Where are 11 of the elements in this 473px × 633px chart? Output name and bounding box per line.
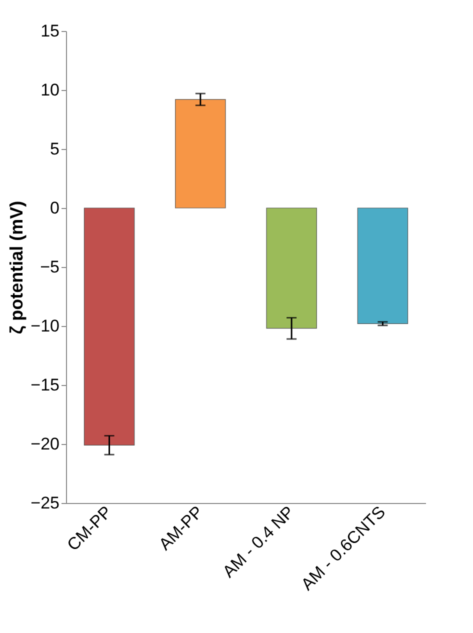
- y-tick-label: 0: [50, 198, 60, 218]
- y-tick-label: −5: [40, 258, 60, 276]
- y-tick-label: 5: [50, 140, 60, 158]
- y-tick-label: −20: [30, 434, 60, 454]
- y-tick-label: −25: [30, 494, 60, 512]
- y-tick-label: −15: [30, 376, 60, 394]
- y-axis-title: ζ potential (mV): [6, 200, 27, 334]
- y-tick-label: −10: [30, 316, 60, 336]
- y-tick-label: 10: [40, 80, 60, 100]
- x-tick-label: AM - 0.4 NP: [219, 502, 298, 582]
- y-tick-label: 15: [40, 22, 60, 40]
